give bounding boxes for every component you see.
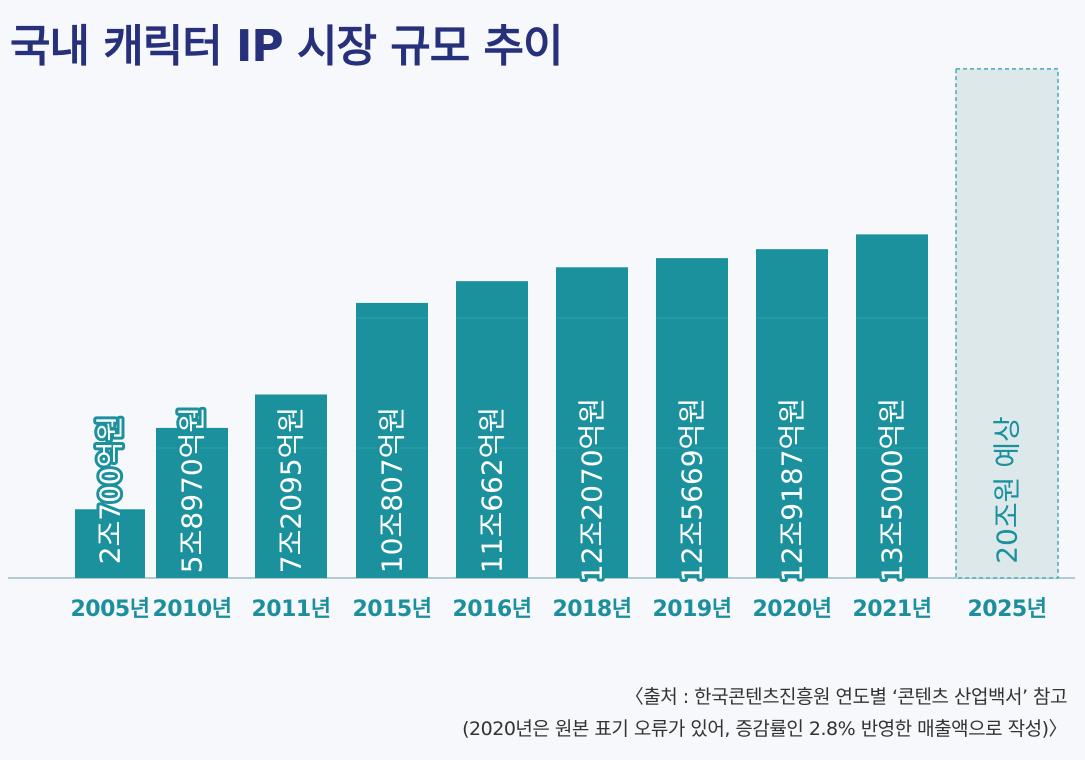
bar	[756, 249, 828, 578]
x-tick-label: 2018년	[553, 597, 632, 622]
data-label: 7조2095억원	[275, 407, 308, 573]
bar	[456, 281, 528, 578]
data-label: 12조2070억원	[576, 398, 609, 582]
bar	[356, 302, 428, 578]
bar	[75, 509, 145, 578]
bar	[156, 427, 228, 578]
bar	[556, 267, 628, 578]
data-label: 5조8970억원	[176, 407, 209, 573]
chart-title: 국내 캐릭터 IP 시장 규모 추이	[10, 21, 563, 72]
source-note: 〈출처 : 한국콘텐츠진흥원 연도별 ‘콘텐츠 산업백서’ 참고	[624, 686, 1068, 708]
source-note-detail: (2020년은 원본 표기 오류가 있어, 증감률인 2.8% 반영한 매출액으…	[462, 718, 1067, 740]
x-tick-label: 2020년	[753, 597, 832, 622]
data-label: 20조원 예상	[991, 416, 1024, 564]
bar	[656, 258, 728, 578]
x-tick-label: 2011년	[252, 597, 331, 622]
data-label: 12조9187억원	[776, 398, 809, 582]
bar	[856, 234, 928, 578]
data-label: 11조662억원	[476, 407, 509, 573]
data-label: 13조5000억원	[876, 398, 909, 582]
x-tick-label: 2019년	[653, 597, 732, 622]
x-tick-label: 2010년	[153, 597, 232, 622]
x-tick-label: 2016년	[453, 597, 532, 622]
data-label: 2조700억원	[94, 416, 127, 565]
data-label: 12조5669억원	[676, 398, 709, 582]
data-label: 10조807억원	[376, 407, 409, 573]
x-tick-label: 2015년	[353, 597, 432, 622]
x-tick-label: 2025년	[968, 597, 1047, 622]
bar	[255, 394, 327, 578]
bar-projected	[955, 68, 1059, 579]
x-tick-label: 2021년	[853, 597, 932, 622]
x-tick-label: 2005년	[71, 597, 150, 622]
